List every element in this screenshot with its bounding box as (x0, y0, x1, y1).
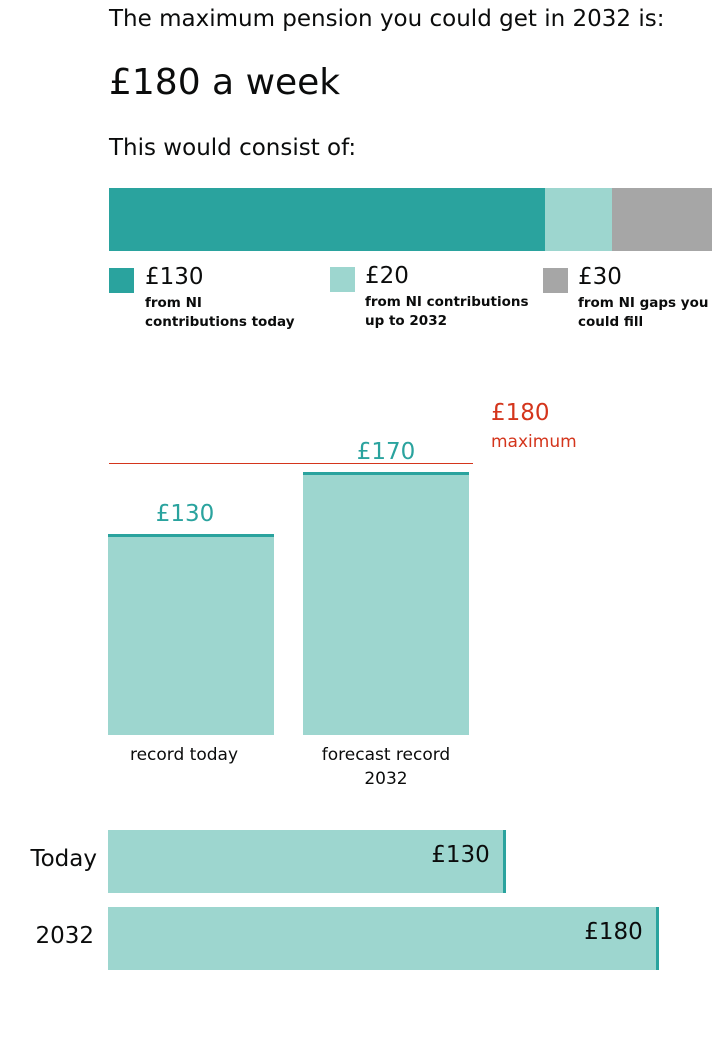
consist-label: This would consist of: (109, 135, 357, 161)
row-value-label: £180 (584, 919, 643, 945)
row-label-today: Today (30, 846, 97, 872)
column-category-label: forecast record 2032 (321, 745, 451, 789)
legend-value: £30 (578, 264, 622, 290)
stack-segment-gaps (611, 188, 712, 251)
legend-description: from NI contributions today (145, 295, 295, 330)
row-bar-today: £130 (108, 830, 506, 893)
legend-description: from NI gaps you could fill (578, 295, 709, 330)
column-value-label: £170 (356, 438, 416, 465)
maximum-line (109, 463, 473, 464)
stacked-bar (109, 188, 712, 251)
legend-description: from NI contributions up to 2032 (365, 294, 529, 329)
legend-value: £20 (365, 263, 409, 289)
maximum-word-label: maximum (491, 432, 577, 452)
column-bar-forecast-2032 (303, 471, 469, 735)
row-bar-cap (655, 907, 659, 970)
stack-segment-contributions-today (109, 188, 545, 251)
intro-text: The maximum pension you could get in 203… (109, 6, 665, 32)
legend-swatch (543, 268, 568, 293)
legend-swatch (109, 268, 134, 293)
column-bar-record-today (108, 533, 274, 735)
column-value-label: £130 (155, 500, 215, 527)
maximum-value-label: £180 (491, 400, 550, 426)
row-bar-cap (502, 830, 506, 893)
stack-segment-contributions-future (544, 188, 612, 251)
row-bar-2032: £180 (108, 907, 659, 970)
pension-amount: £180 a week (109, 62, 341, 103)
row-label-2032: 2032 (35, 923, 94, 949)
row-value-label: £130 (431, 842, 490, 868)
legend-swatch (330, 267, 355, 292)
legend-value: £130 (145, 264, 204, 290)
column-category-label: record today (129, 745, 239, 765)
